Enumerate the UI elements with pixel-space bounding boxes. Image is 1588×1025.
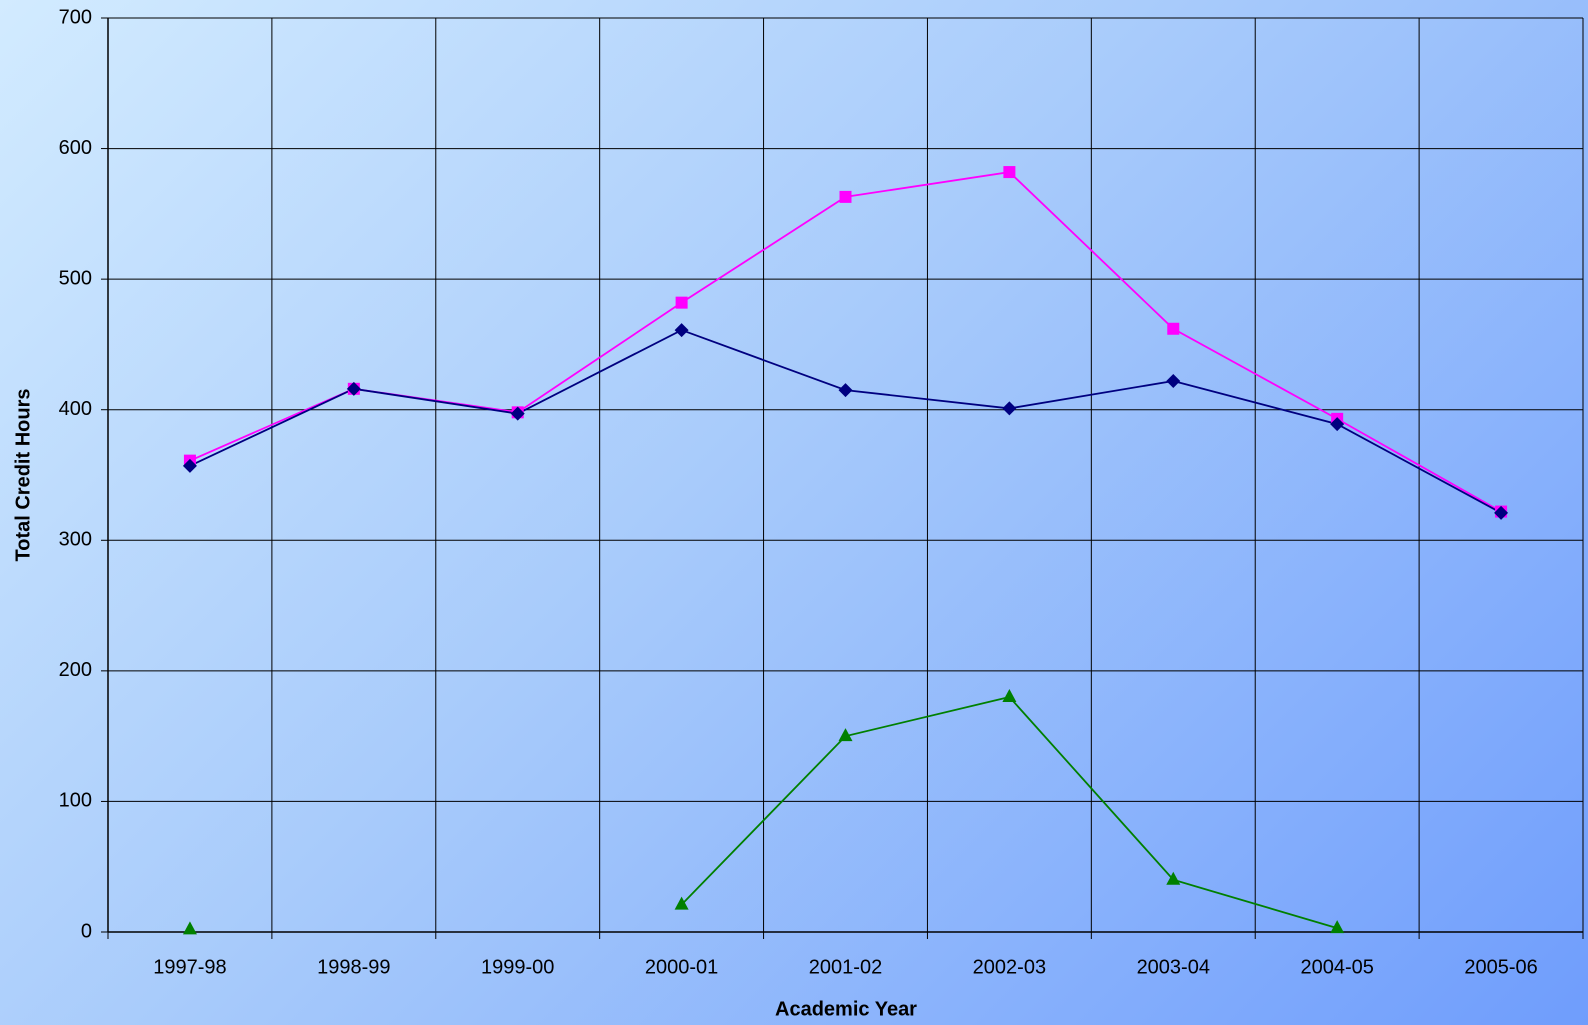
marker: [838, 728, 853, 742]
x-tick-label: 1998-99: [317, 956, 390, 978]
y-tick-label: 300: [59, 529, 92, 551]
marker: [510, 406, 525, 421]
y-tick-label: 0: [81, 920, 92, 942]
y-tick-label: 200: [59, 659, 92, 681]
marker: [1002, 688, 1017, 702]
marker: [1166, 871, 1181, 885]
marker: [1494, 505, 1509, 520]
x-tick-label: 2001-02: [809, 956, 882, 978]
marker: [1166, 373, 1181, 388]
x-tick-label: 2002-03: [973, 956, 1046, 978]
marker: [675, 296, 688, 309]
x-tick-label: 2003-04: [1137, 956, 1210, 978]
y-tick-label: 100: [59, 790, 92, 812]
marker: [839, 190, 852, 203]
marker: [1330, 920, 1345, 934]
y-axis-title: Total Credit Hours: [12, 389, 34, 562]
y-tick-label: 600: [59, 137, 92, 159]
x-tick-label: 2000-01: [645, 956, 718, 978]
marker: [1002, 401, 1017, 416]
marker: [182, 921, 197, 935]
y-tick-label: 500: [59, 267, 92, 289]
marker: [1003, 166, 1016, 179]
x-tick-label: 2005-06: [1464, 956, 1537, 978]
y-tick-label: 700: [59, 6, 92, 28]
marker: [838, 383, 853, 398]
marker: [674, 323, 689, 338]
marker: [346, 381, 361, 396]
y-tick-label: 400: [59, 398, 92, 420]
series-line: [680, 695, 1338, 929]
x-tick-label: 1997-98: [153, 956, 226, 978]
x-tick-label: 2004-05: [1300, 956, 1373, 978]
marker: [1167, 322, 1180, 335]
series-line: [189, 171, 1502, 513]
marker: [182, 458, 197, 473]
marker: [674, 896, 689, 910]
marker: [1330, 417, 1345, 432]
x-tick-label: 1999-00: [481, 956, 554, 978]
series-line: [189, 329, 1502, 514]
x-axis-title: Academic Year: [775, 998, 917, 1020]
